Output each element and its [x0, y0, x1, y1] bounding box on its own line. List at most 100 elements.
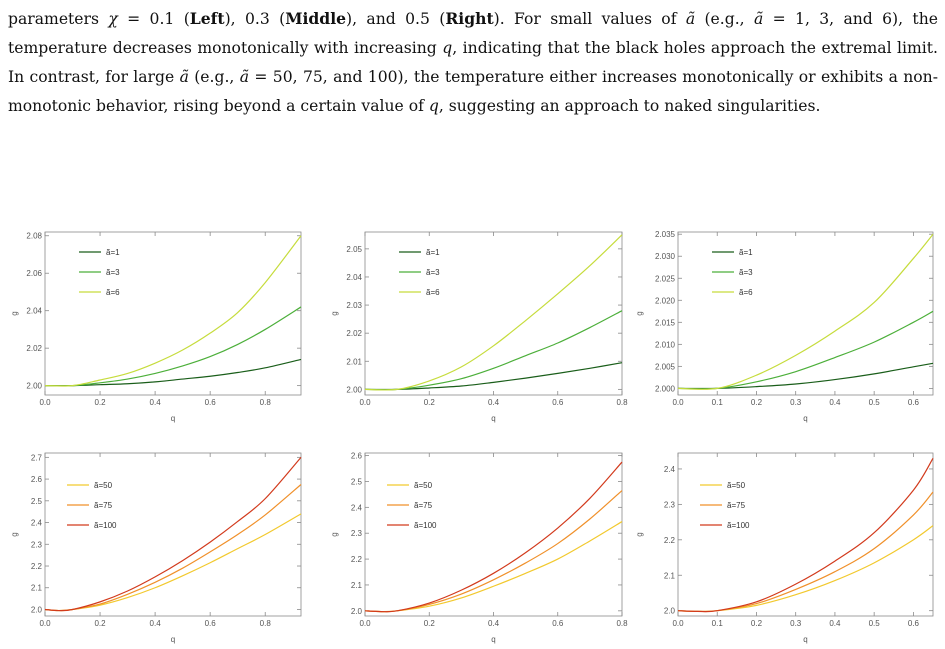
paragraph-segment: ã [239, 68, 250, 86]
chart-panel-2: 0.0 0.2 0.4 0.6 0.8 2.00 2.01 2.02 2.03 2.04 2.05 q… [330, 231, 628, 423]
x-axis-label: q [491, 635, 495, 644]
paragraph-segment: ). For small values of [493, 10, 686, 28]
x-tick-label: 0.4 [150, 619, 162, 628]
x-axis-label: q [491, 414, 495, 423]
x-tick-label: 0.6 [552, 619, 564, 628]
legend-label: ã=75 [727, 501, 746, 510]
x-tick-label: 0.5 [869, 398, 881, 407]
plot-frame [44, 231, 302, 396]
x-tick-label: 0.4 [829, 619, 841, 628]
y-tick-label: 2.6 [31, 475, 43, 484]
series-line [677, 362, 934, 390]
series-line [44, 306, 302, 387]
legend-label: ã=1 [739, 248, 753, 257]
y-tick-label: 2.000 [655, 384, 676, 393]
y-tick-label: 2.0 [31, 605, 43, 614]
x-tick-label: 0.6 [205, 398, 217, 407]
series-line [364, 362, 623, 391]
y-tick-label: 2.00 [26, 382, 42, 391]
x-tick-label: 0.0 [39, 619, 51, 628]
y-tick-label: 2.5 [351, 477, 363, 486]
x-tick-label: 0.6 [908, 398, 920, 407]
x-tick-label: 0.2 [751, 619, 763, 628]
paragraph-segment: Middle [285, 9, 347, 28]
y-tick-label: 2.1 [351, 581, 363, 590]
series-line [364, 461, 623, 613]
x-tick-label: 0.3 [790, 619, 802, 628]
paragraph-segment: ã [753, 10, 764, 28]
y-tick-label: 2.3 [664, 500, 676, 509]
y-tick-label: 2.4 [31, 519, 43, 528]
chart-panel-3: 0.0 0.1 0.2 0.3 0.4 0.5 0.6 2.000 2.005 2.010 2.01… [635, 230, 934, 423]
body-paragraph: parameters χ = 0.1 (Left), 0.3 (Middle),… [8, 4, 938, 121]
paragraph-segment: Right [445, 9, 494, 28]
series-line [677, 458, 934, 613]
plot-frame [364, 231, 623, 396]
x-axis-label: q [171, 414, 175, 423]
y-tick-label: 2.04 [346, 273, 362, 282]
y-tick-label: 2.035 [655, 230, 676, 239]
legend-label: ã=6 [739, 288, 753, 297]
series-line [364, 310, 623, 391]
y-tick-label: 2.1 [31, 584, 43, 593]
x-tick-label: 0.8 [616, 619, 628, 628]
series-line [677, 233, 934, 390]
x-tick-label: 0.4 [488, 619, 500, 628]
x-tick-label: 0.4 [488, 398, 500, 407]
x-axis-label: q [803, 635, 807, 644]
chart-panel-1: 0.0 0.2 0.4 0.6 0.8 2.00 2.02 2.04 2.06 2.08 q g ã=1… [10, 231, 302, 423]
legend-label: ã=3 [426, 268, 440, 277]
y-tick-label: 2.02 [346, 329, 362, 338]
paragraph-segment: , indicating that the black holes approa… [8, 39, 938, 86]
legend-label: ã=50 [727, 481, 746, 490]
x-tick-label: 0.8 [260, 619, 272, 628]
y-tick-label: 2.06 [26, 269, 42, 278]
series-line [44, 484, 302, 612]
y-tick-label: 2.2 [31, 562, 43, 571]
chart-panel-6: 0.0 0.1 0.2 0.3 0.4 0.5 0.6 2.0 2.1 2.2 2.3 2.4 q g ã=… [635, 452, 934, 644]
chart-panel-5: 0.0 0.2 0.4 0.6 0.8 2.0 2.1 2.2 2.3 2.4 2.5 2.6 q g ã=… [330, 452, 628, 644]
legend-label: ã=1 [106, 248, 120, 257]
x-tick-label: 0.6 [205, 619, 217, 628]
legend-label: ã=3 [739, 268, 753, 277]
y-axis-label: g [10, 532, 19, 536]
x-tick-label: 0.3 [790, 398, 802, 407]
y-tick-label: 2.7 [31, 453, 43, 462]
y-tick-label: 2.3 [351, 529, 363, 538]
paragraph-segment: ), and 0.5 ( [346, 10, 446, 28]
y-tick-label: 2.030 [655, 252, 676, 261]
y-tick-label: 2.4 [664, 465, 676, 474]
paragraph-segment: (e.g., [695, 10, 754, 28]
y-tick-label: 2.04 [26, 307, 42, 316]
paragraph-segment: ), 0.3 ( [224, 10, 286, 28]
y-axis-label: g [635, 532, 644, 536]
plot-frame [677, 231, 934, 396]
legend-label: ã=100 [727, 521, 750, 530]
series-line [44, 235, 302, 387]
plot-frame [44, 452, 302, 617]
series-line [677, 525, 934, 613]
paragraph-segment: ã [685, 10, 696, 28]
x-tick-label: 0.2 [751, 398, 763, 407]
x-tick-label: 0.1 [712, 398, 724, 407]
y-tick-label: 2.01 [346, 357, 362, 366]
series-line [44, 513, 302, 612]
x-tick-label: 0.0 [39, 398, 51, 407]
x-tick-label: 0.2 [424, 619, 436, 628]
paragraph-segment: q [428, 97, 439, 115]
paragraph-segment: Left [189, 9, 225, 28]
paragraph-segment: , suggesting an approach to naked singul… [438, 97, 821, 115]
y-axis-label: g [10, 311, 19, 315]
chart-panel-4: 0.0 0.2 0.4 0.6 0.8 2.0 2.1 2.2 2.3 2.4 2.5 2.6 2.7 q… [10, 452, 302, 644]
x-tick-label: 0.6 [908, 619, 920, 628]
y-tick-label: 2.5 [31, 497, 43, 506]
y-tick-label: 2.010 [655, 340, 676, 349]
y-tick-label: 2.2 [664, 536, 676, 545]
y-tick-label: 2.3 [31, 540, 43, 549]
x-tick-label: 0.2 [94, 619, 106, 628]
series-line [364, 490, 623, 613]
y-tick-label: 2.00 [346, 385, 362, 394]
x-tick-label: 0.0 [359, 619, 371, 628]
x-tick-label: 0.4 [829, 398, 841, 407]
y-tick-label: 2.4 [351, 503, 363, 512]
